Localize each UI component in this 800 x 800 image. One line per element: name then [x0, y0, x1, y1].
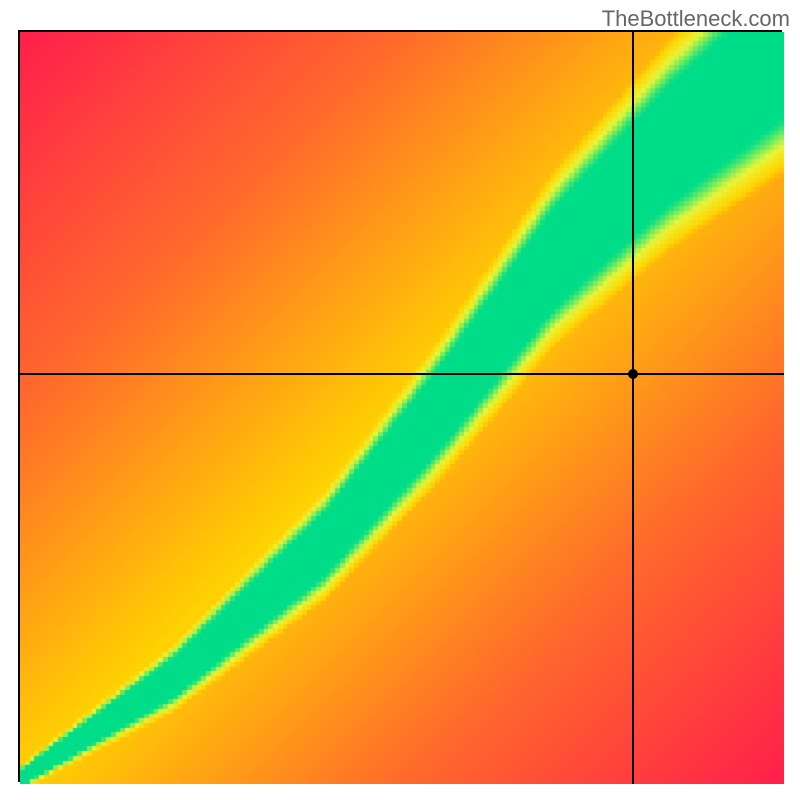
- heatmap-frame: [18, 30, 782, 782]
- crosshair-vertical: [632, 32, 634, 784]
- watermark-text: TheBottleneck.com: [602, 6, 790, 32]
- crosshair-horizontal: [20, 373, 784, 375]
- heatmap-canvas: [20, 32, 784, 784]
- crosshair-marker: [628, 369, 638, 379]
- chart-container: TheBottleneck.com: [0, 0, 800, 800]
